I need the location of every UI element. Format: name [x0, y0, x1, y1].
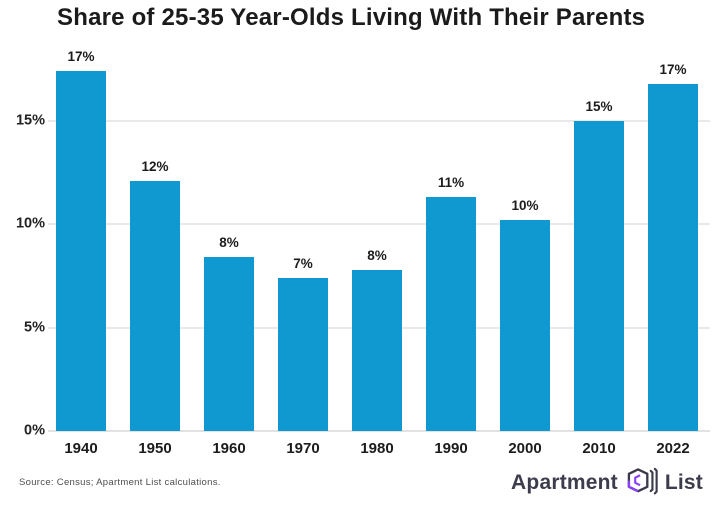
bar-value-label-1990: 11% — [437, 175, 465, 191]
bar-1980 — [352, 269, 402, 431]
y-axis-tick-label: 5% — [24, 319, 45, 336]
chart-title: Share of 25-35 Year-Olds Living With The… — [57, 4, 646, 31]
x-axis-tick-label-1950: 1950 — [138, 440, 172, 457]
bar-value-label-1950: 12% — [141, 158, 169, 174]
y-axis-tick-label: 10% — [15, 215, 45, 232]
x-axis-tick-label-1940: 1940 — [64, 440, 98, 457]
bar-1950 — [130, 180, 180, 431]
x-axis-tick-label-2022: 2022 — [656, 440, 690, 457]
bar-value-label-2000: 10% — [511, 198, 539, 214]
x-axis-tick-label-1990: 1990 — [434, 440, 468, 457]
bar-1990 — [426, 197, 476, 431]
bar-2022 — [648, 83, 698, 431]
bar-1970 — [278, 278, 328, 431]
bar-value-label-1940: 17% — [67, 49, 95, 65]
source-note: Source: Census; Apartment List calculati… — [19, 477, 221, 488]
bar-value-label-2010: 15% — [585, 98, 613, 114]
bar-1940 — [56, 71, 106, 431]
x-axis-tick-label-2010: 2010 — [582, 440, 616, 457]
bar-value-label-1970: 7% — [293, 256, 313, 272]
gridline-15% — [48, 119, 710, 122]
logo-text-list: List — [664, 470, 703, 494]
bar-value-label-1960: 8% — [219, 235, 239, 251]
bar-1960 — [204, 257, 254, 431]
y-axis-tick-label: 0% — [24, 422, 45, 439]
gridline-10% — [48, 223, 710, 226]
x-axis-tick-label-1980: 1980 — [360, 440, 394, 457]
apartment-list-logo-icon — [627, 467, 658, 495]
x-axis-tick-label-1970: 1970 — [286, 440, 320, 457]
bar-value-label-1980: 8% — [367, 247, 387, 263]
bar-2010 — [574, 120, 624, 431]
bar-value-label-2022: 17% — [659, 61, 687, 77]
x-axis-tick-label-1960: 1960 — [212, 440, 246, 457]
y-axis-tick-label: 15% — [15, 112, 45, 129]
logo-text-apartment: Apartment — [511, 470, 618, 494]
bar-2000 — [500, 220, 550, 431]
x-axis-tick-label-2000: 2000 — [508, 440, 542, 457]
apartment-list-logo: Apartment List — [511, 467, 703, 498]
gridline-0% — [48, 430, 710, 432]
